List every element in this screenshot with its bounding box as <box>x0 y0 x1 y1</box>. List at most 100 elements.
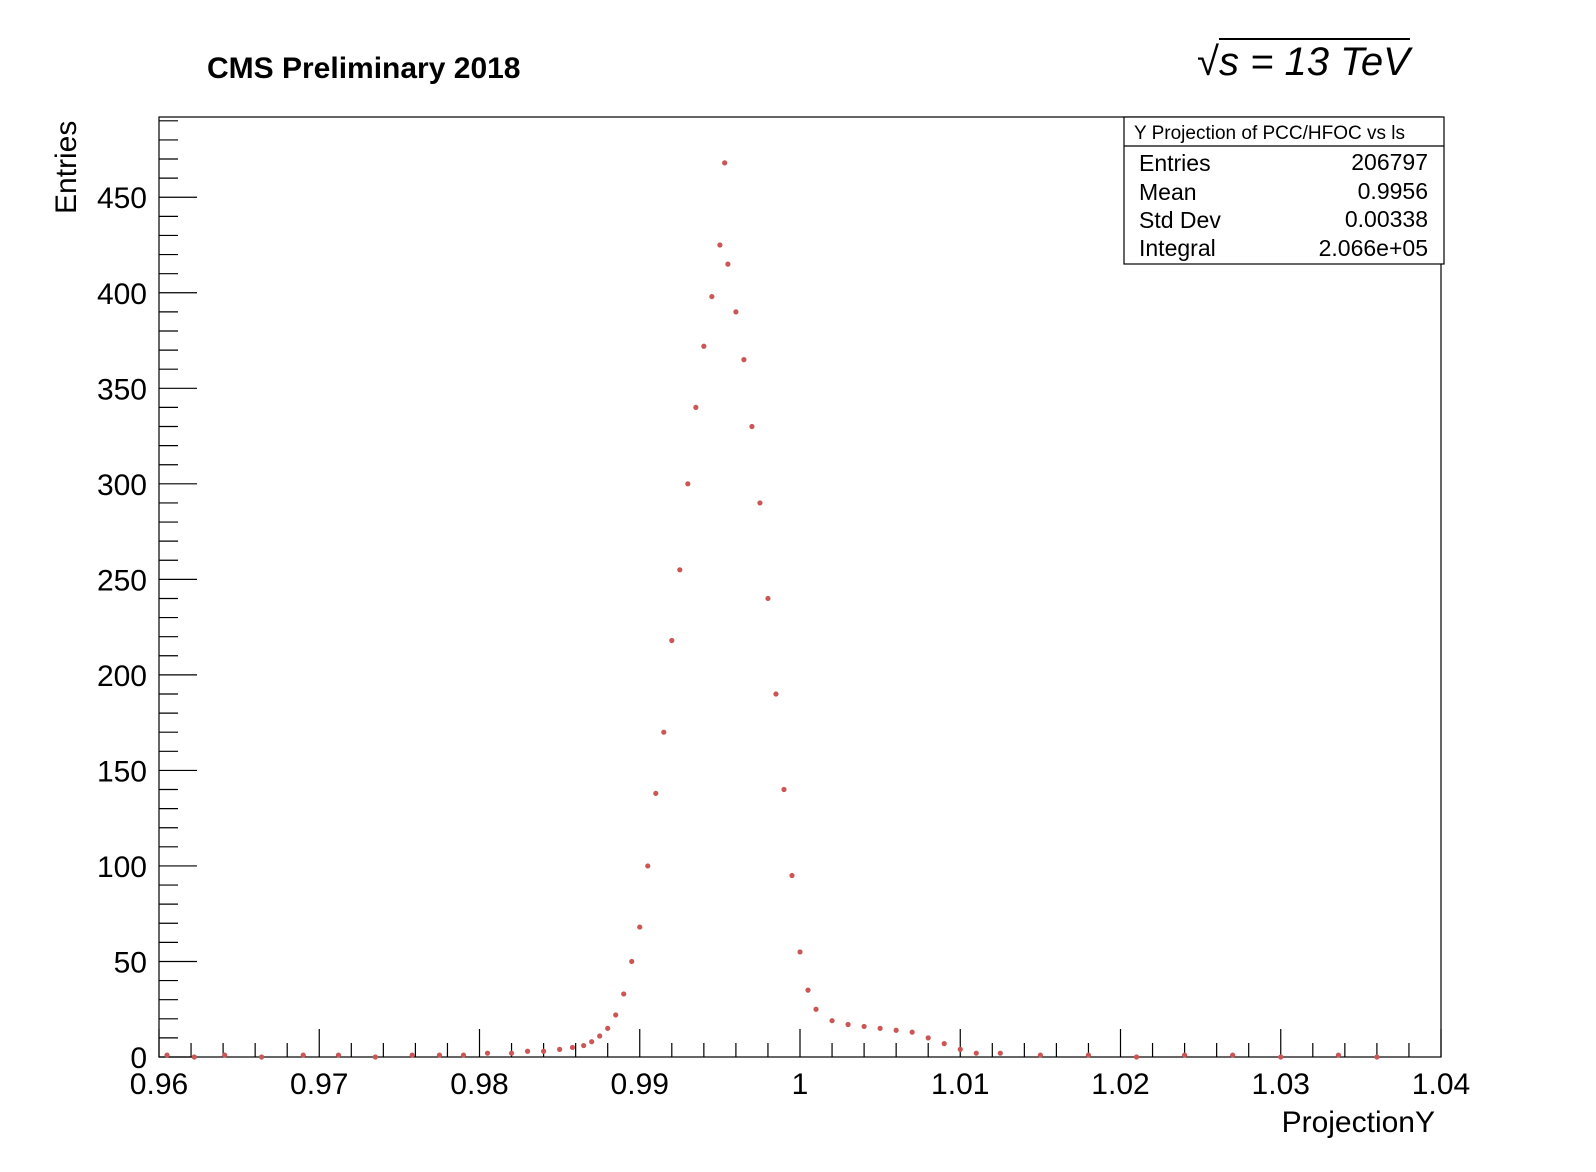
data-point <box>677 567 683 573</box>
data-point <box>957 1046 963 1052</box>
data-point <box>484 1050 491 1056</box>
data-point <box>436 1052 443 1058</box>
sqrt-icon: √ <box>1197 40 1219 84</box>
data-point <box>629 958 635 965</box>
data-point <box>941 1041 947 1047</box>
data-point <box>973 1050 979 1056</box>
data-point <box>749 423 755 430</box>
data-point <box>925 1035 931 1041</box>
x-tick-label: 1.02 <box>1091 1068 1149 1101</box>
data-point <box>861 1023 867 1030</box>
data-point <box>222 1052 228 1058</box>
energy-label: √s = 13 TeV <box>1197 38 1410 85</box>
data-point <box>717 242 723 248</box>
x-tick-label: 0.98 <box>450 1068 508 1101</box>
data-point <box>909 1029 915 1035</box>
data-point <box>1037 1052 1043 1058</box>
data-point <box>765 595 771 602</box>
stats-value-integral: 2.066e+05 <box>1319 235 1428 261</box>
stats-value-entries: 206797 <box>1351 149 1428 175</box>
data-point <box>813 1006 819 1012</box>
stats-title: Y Projection of PCC/HFOC vs ls <box>1134 123 1405 144</box>
plot-title: CMS Preliminary 2018 <box>207 52 521 85</box>
y-tick-label: 300 <box>97 469 147 502</box>
energy-text: s = 13 TeV <box>1218 38 1410 84</box>
data-point <box>300 1052 306 1058</box>
data-point <box>725 261 731 267</box>
data-point <box>661 729 667 735</box>
x-axis-label: ProjectionY <box>1282 1106 1435 1139</box>
data-point <box>637 924 643 930</box>
data-point <box>722 160 728 166</box>
data-point <box>789 872 795 879</box>
y-tick-label: 250 <box>97 564 147 597</box>
data-point <box>460 1052 467 1058</box>
x-tick-label: 1.03 <box>1252 1068 1310 1101</box>
data-point <box>693 404 699 411</box>
data-point <box>893 1027 899 1033</box>
data-point <box>589 1039 595 1045</box>
data-point <box>1278 1054 1284 1060</box>
y-tick-label: 350 <box>97 373 147 406</box>
y-tick-label: 50 <box>114 946 147 979</box>
data-point <box>805 987 811 993</box>
data-point <box>773 691 779 697</box>
data-point <box>409 1052 415 1058</box>
data-markers <box>164 160 1380 1060</box>
data-point <box>524 1048 531 1054</box>
data-point <box>597 1033 603 1039</box>
data-point <box>877 1025 883 1031</box>
data-point <box>605 1025 611 1031</box>
data-point <box>569 1044 576 1051</box>
data-point <box>191 1054 197 1060</box>
data-point <box>258 1054 265 1060</box>
data-point <box>653 790 659 796</box>
data-point <box>164 1052 170 1058</box>
stats-box: Y Projection of PCC/HFOC vs ls Entries 2… <box>1123 116 1445 265</box>
data-point <box>645 863 651 869</box>
x-tick-label: 1.04 <box>1412 1068 1470 1101</box>
stats-label-integral: Integral <box>1139 235 1216 261</box>
data-point <box>1085 1052 1092 1058</box>
stats-value-mean: 0.9956 <box>1358 178 1428 204</box>
data-point <box>701 343 707 349</box>
data-point <box>541 1048 547 1054</box>
data-point <box>845 1021 851 1028</box>
x-tick-label: 0.99 <box>611 1068 669 1101</box>
data-point <box>1230 1052 1236 1058</box>
y-axis-label: Entries <box>50 121 83 214</box>
data-point <box>829 1018 835 1024</box>
x-tick-label: 1.01 <box>931 1068 989 1101</box>
data-point <box>335 1052 342 1058</box>
data-point <box>621 991 627 997</box>
data-point <box>613 1012 619 1018</box>
x-axis: 0.96 0.97 0.98 0.99 1 1.01 1.02 1.03 1.04 <box>130 1029 1470 1101</box>
y-tick-label: 100 <box>97 851 147 884</box>
stats-label-stddev: Std Dev <box>1139 207 1221 233</box>
y-tick-label: 400 <box>97 278 147 311</box>
data-point <box>1182 1052 1188 1058</box>
y-tick-label: 0 <box>130 1042 147 1075</box>
y-tick-label: 150 <box>97 755 147 788</box>
data-point <box>372 1054 378 1060</box>
data-point <box>669 637 675 644</box>
data-point <box>685 481 691 487</box>
y-tick-label: 200 <box>97 660 147 693</box>
x-tick-label: 1 <box>792 1068 809 1101</box>
data-point <box>757 500 763 506</box>
data-point <box>741 357 747 363</box>
data-point <box>709 293 715 300</box>
stats-label-entries: Entries <box>1139 150 1211 176</box>
stats-value-stddev: 0.00338 <box>1345 206 1428 232</box>
data-point <box>781 786 787 793</box>
data-point <box>1374 1054 1380 1060</box>
data-point <box>508 1050 515 1056</box>
data-point <box>557 1046 563 1052</box>
data-point <box>733 309 739 315</box>
data-point <box>581 1042 587 1049</box>
data-point <box>797 949 803 955</box>
y-axis: 0 50 100 150 200 250 300 350 400 450 <box>97 120 197 1075</box>
data-point <box>997 1050 1003 1056</box>
stats-label-mean: Mean <box>1139 179 1197 205</box>
